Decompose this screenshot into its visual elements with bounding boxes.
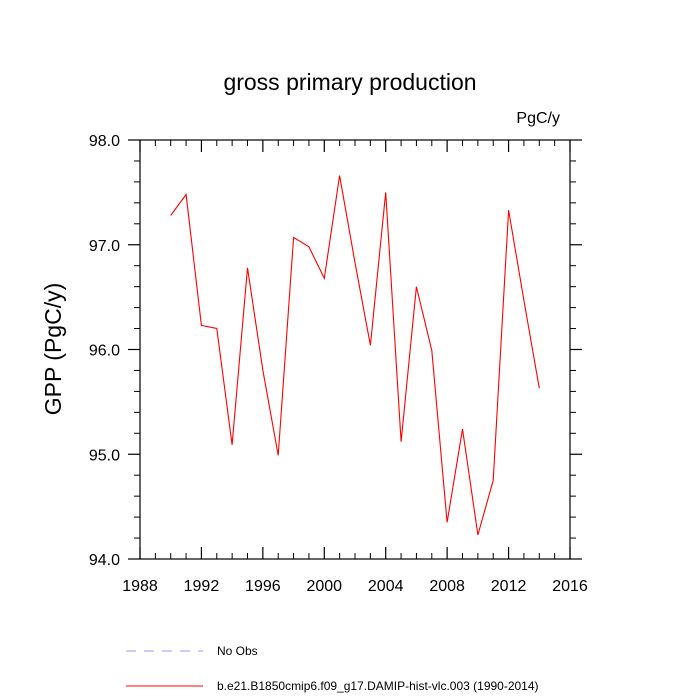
gpp-series-line — [170, 175, 540, 536]
data-series — [170, 175, 540, 536]
units-label: PgC/y — [516, 110, 560, 127]
x-tick-label: 1996 — [245, 578, 281, 595]
x-tick-label: 1988 — [122, 578, 158, 595]
x-tick-label: 2004 — [368, 578, 404, 595]
x-tick-label: 2008 — [429, 578, 465, 595]
y-tick-label: 94.0 — [89, 552, 120, 569]
plot-frame — [139, 139, 571, 560]
axis-tick-labels: 1988 1992 1996 2000 2004 2008 2012 2016 94.0 95.0… — [89, 133, 588, 595]
legend: No Obs b.e21.B1850cmip6.f09_g17.DAMIP-his… — [126, 644, 539, 693]
legend-series-label: b.e21.B1850cmip6.f09_g17.DAMIP-hist-vlc.… — [217, 679, 539, 693]
x-tick-label: 2000 — [306, 578, 342, 595]
chart-title: gross primary production — [223, 69, 476, 95]
axis-ticks — [128, 139, 582, 560]
y-tick-label: 97.0 — [89, 238, 120, 255]
x-tick-label: 2012 — [491, 578, 527, 595]
x-tick-label: 2016 — [552, 578, 588, 595]
legend-no-obs-label: No Obs — [217, 644, 258, 658]
y-tick-label: 98.0 — [89, 133, 120, 150]
x-tick-label: 1992 — [184, 578, 220, 595]
y-axis-label: GPP (PgC/y) — [40, 283, 66, 416]
y-tick-label: 96.0 — [89, 343, 120, 360]
y-tick-label: 95.0 — [89, 447, 120, 464]
